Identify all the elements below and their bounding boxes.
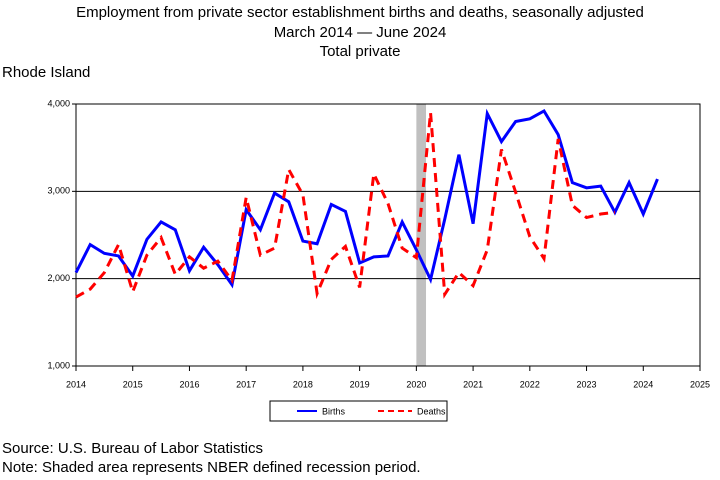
x-tick-label: 2025 — [690, 379, 710, 389]
region-label: Rhode Island — [2, 64, 90, 81]
y-tick-label: 2,000 — [47, 273, 70, 283]
legend-box — [269, 400, 448, 422]
x-tick-label: 2020 — [406, 379, 426, 389]
x-tick-label: 2015 — [123, 379, 143, 389]
recession-band — [416, 104, 427, 366]
source: Source: U.S. Bureau of Labor Statistics — [2, 440, 263, 457]
plot-frame — [75, 103, 701, 367]
note: Note: Shaded area represents NBER define… — [2, 459, 421, 476]
x-tick-label: 2019 — [350, 379, 370, 389]
chart-subtitle: March 2014 — June 2024 — [274, 24, 447, 41]
legend-label: Births — [322, 406, 346, 416]
chart-title: Employment from private sector establish… — [76, 4, 644, 21]
x-tick-label: 2023 — [577, 379, 597, 389]
series-line — [74, 108, 659, 289]
x-tick-label: 2024 — [633, 379, 653, 389]
x-tick-label: 2017 — [236, 379, 256, 389]
x-tick-label: 2018 — [293, 379, 313, 389]
y-tick-label: 1,000 — [47, 360, 70, 370]
legend-label: Deaths — [417, 406, 446, 416]
x-tick-label: 2016 — [179, 379, 199, 389]
series-line — [75, 112, 616, 300]
x-tick-label: 2022 — [520, 379, 540, 389]
chart-subtitle: Total private — [320, 43, 401, 60]
x-tick-label: 2021 — [463, 379, 483, 389]
x-tick-label: 2014 — [66, 379, 86, 389]
y-tick-label: 3,000 — [47, 186, 70, 196]
y-tick-label: 4,000 — [47, 98, 70, 108]
